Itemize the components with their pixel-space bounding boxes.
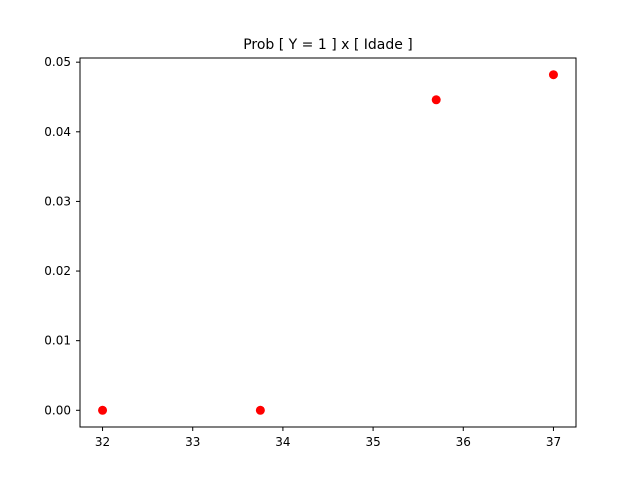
y-tick-label: 0.01: [44, 334, 71, 348]
x-tick-label: 37: [546, 435, 561, 449]
x-tick-label: 32: [95, 435, 110, 449]
data-point: [431, 95, 441, 105]
data-point: [255, 405, 265, 415]
data-point: [548, 70, 558, 80]
chart-title: Prob [ Y = 1 ] x [ Idade ]: [243, 37, 413, 53]
x-tick-label: 35: [365, 435, 380, 449]
x-tick-label: 33: [185, 435, 200, 449]
y-tick-label: 0.05: [44, 55, 71, 69]
y-axis: 0.00 0.01 0.02 0.03 0.04 0.05: [44, 55, 80, 417]
data-points: [98, 70, 558, 415]
x-tick-label: 36: [456, 435, 471, 449]
plot-area-frame: [79, 57, 577, 428]
y-tick-label: 0.02: [44, 264, 71, 278]
y-tick-label: 0.00: [44, 403, 71, 417]
x-axis: 32 33 34 35 36 37: [95, 427, 561, 449]
y-tick-label: 0.03: [44, 194, 71, 208]
data-point: [98, 405, 108, 415]
y-tick-label: 0.04: [44, 125, 71, 139]
x-tick-label: 34: [275, 435, 290, 449]
